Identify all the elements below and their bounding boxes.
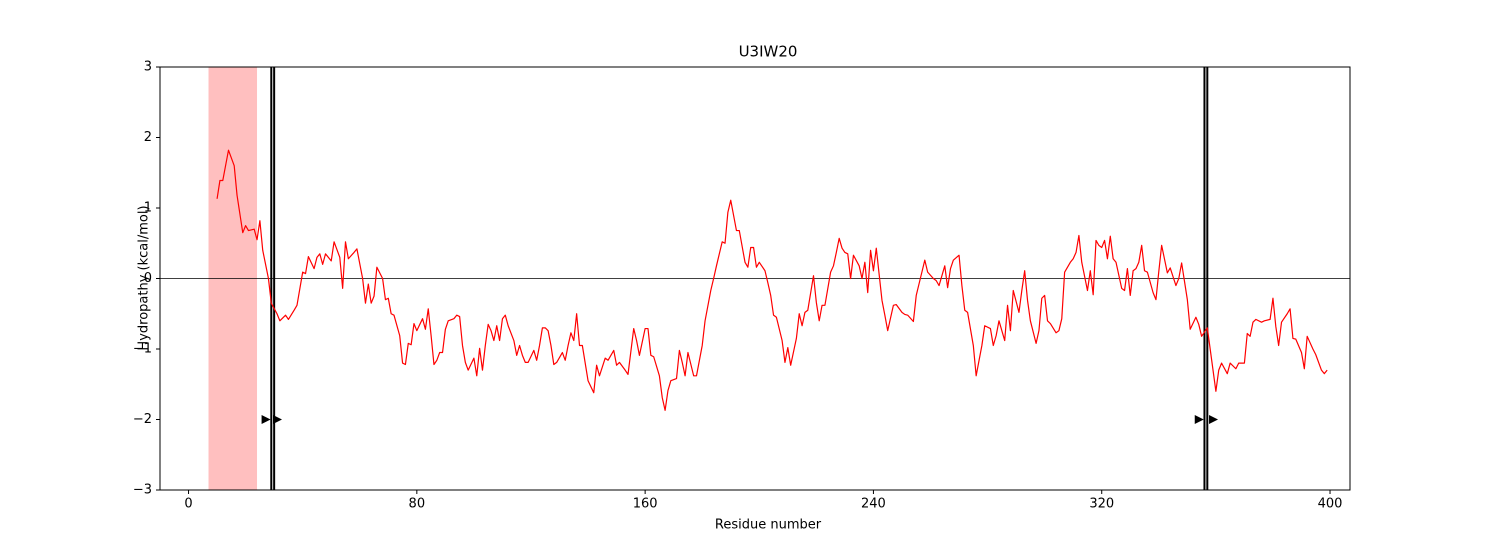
plot-frame	[159, 66, 1351, 491]
x-tick-label: 80	[409, 497, 426, 512]
x-tick-label: 0	[184, 497, 192, 512]
y-tick-label: 2	[144, 130, 152, 145]
y-tick-label: 1	[144, 201, 152, 216]
x-tick-label: 400	[1318, 497, 1343, 512]
y-tick-label: 3	[144, 60, 152, 75]
arrow-marker	[273, 415, 283, 424]
x-axis-label: Residue number	[715, 518, 822, 533]
arrow-marker	[1209, 415, 1219, 424]
x-tick-label: 240	[861, 497, 886, 512]
y-tick-label: 0	[144, 271, 152, 286]
y-tick-label: −1	[133, 342, 152, 357]
y-axis-label: Hydropathy (kcal/mol)	[137, 205, 152, 350]
y-tick-label: −2	[133, 412, 152, 427]
x-tick-label: 160	[633, 497, 658, 512]
chart-title: U3IW20	[739, 43, 798, 61]
arrow-marker	[1194, 415, 1204, 424]
y-tick-label: −3	[133, 483, 152, 498]
x-tick-label: 320	[1089, 497, 1114, 512]
arrow-marker	[261, 415, 271, 424]
hydropathy-line	[216, 149, 1328, 411]
